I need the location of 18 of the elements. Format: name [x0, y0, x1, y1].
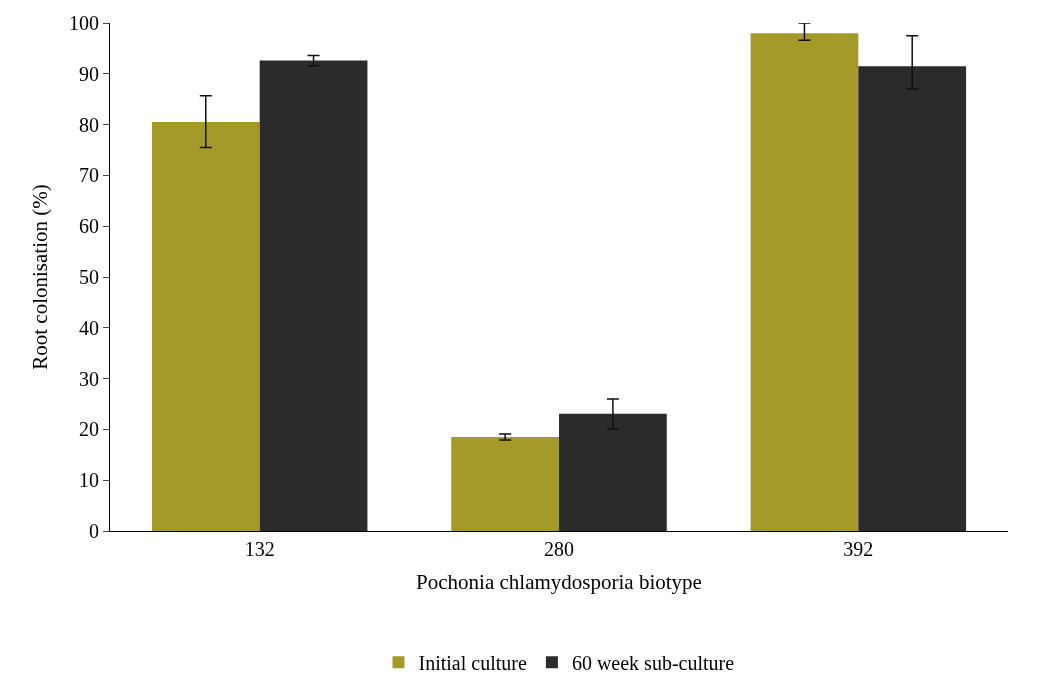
x-axis-title: Pochonia chlamydosporia biotype	[416, 570, 702, 595]
y-axis-title: Root colonisation (%)	[28, 184, 53, 370]
legend-label: Initial culture	[418, 652, 527, 675]
y-tick-label: 80	[79, 113, 99, 136]
y-tick-label: 70	[79, 164, 99, 187]
legend-label: 60 week sub-culture	[571, 652, 735, 675]
x-tick-label: 280	[544, 538, 574, 560]
y-tick-label: 20	[79, 418, 99, 441]
y-tick-label: 40	[79, 316, 99, 339]
y-tick-label: 10	[79, 469, 99, 492]
y-tick-label: 100	[69, 12, 99, 34]
x-tick-label: 392	[843, 538, 874, 560]
y-tick-label: 90	[79, 62, 99, 85]
y-tick-label: 0	[89, 520, 99, 542]
y-tick-label: 50	[79, 266, 99, 288]
y-tick-label: 60	[79, 215, 99, 238]
y-tick-label: 30	[79, 367, 99, 390]
x-tick-label: 132	[244, 538, 275, 560]
